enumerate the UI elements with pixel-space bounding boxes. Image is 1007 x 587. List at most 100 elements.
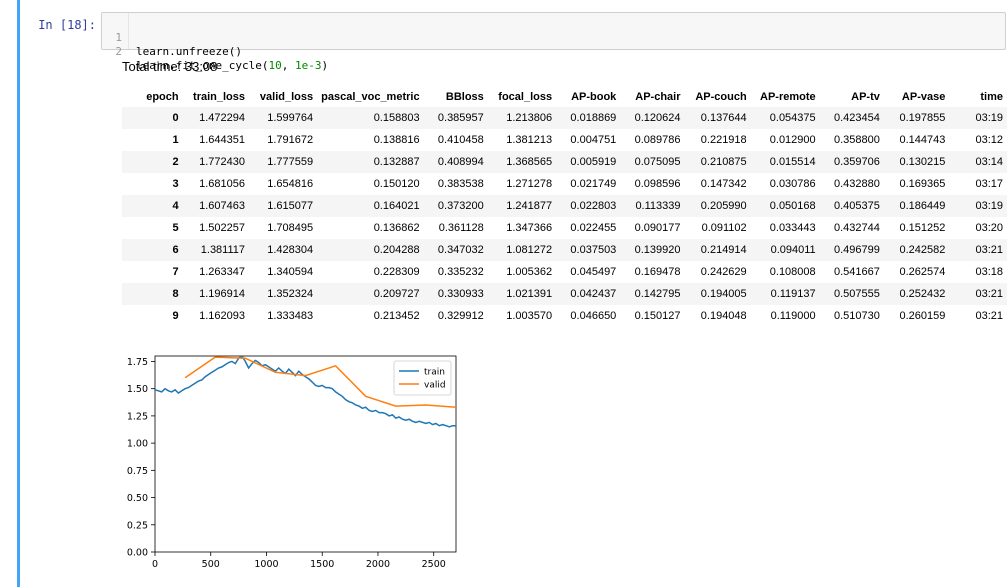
line-number: 2 (115, 45, 122, 58)
table-cell: 0.204288 (317, 239, 424, 261)
column-header: train_loss (193, 90, 246, 103)
table-cell: 1.021391 (487, 283, 557, 305)
column-header: time (980, 90, 1003, 103)
table-cell: 0.018869 (556, 107, 621, 129)
table-cell: 0.042437 (556, 283, 621, 305)
table-cell: 0.210875 (684, 151, 751, 173)
table-cell: 8 (122, 283, 183, 305)
x-tick-label: 1000 (254, 559, 278, 570)
table-cell: 2 (122, 151, 183, 173)
table-cell: 0.228309 (373, 266, 420, 278)
table-cell: 03:18 (975, 266, 1003, 278)
table-cell: 03:21 (975, 310, 1003, 322)
table-cell: 0.329912 (437, 310, 484, 322)
table-cell: 0.005919 (556, 151, 621, 173)
table-cell: 0.330933 (423, 283, 488, 305)
code-cell[interactable] (17, 0, 1007, 587)
table-cell: 1.615077 (249, 195, 318, 217)
table-cell: 0.158803 (317, 107, 424, 129)
table-cell: 1.368565 (487, 151, 557, 173)
table-cell: 0.119000 (770, 310, 816, 322)
table-cell: 0.432880 (833, 178, 880, 190)
column-header: pascal_voc_metric (321, 90, 420, 103)
code-line-1[interactable]: 1 learn.unfreeze() (102, 17, 242, 58)
line-number: 1 (115, 31, 122, 44)
table-cell: 1.003570 (506, 310, 553, 322)
x-tick-label: 1500 (310, 559, 334, 570)
table-cell: 1.708495 (267, 222, 314, 234)
table-cell: 0.075095 (620, 151, 685, 173)
table-cell: 0.045497 (570, 266, 617, 278)
code-text[interactable]: learn.unfreeze() (136, 45, 242, 58)
table-cell: 1.472294 (182, 107, 250, 129)
table-cell: 0.015514 (750, 151, 820, 173)
legend-box (393, 360, 452, 396)
table-cell: 0.209727 (317, 283, 424, 305)
table-cell: 0.022803 (556, 195, 621, 217)
table-cell: 1.241877 (487, 195, 557, 217)
table-cell: 03:17 (975, 178, 1003, 190)
table-cell: 0.138816 (373, 134, 420, 146)
table-cell: 4 (122, 195, 183, 217)
table-cell: 1.428304 (249, 239, 318, 261)
table-cell: 1.381117 (182, 239, 250, 261)
table-row: 9 1.162093 1.333483 0.213452 0.329912 1.00357… (122, 305, 1007, 327)
x-tick-label: 500 (202, 559, 220, 570)
table-cell: 0.359706 (819, 151, 884, 173)
table-cell: 1.196914 (182, 283, 250, 305)
code-number: 10 (268, 59, 282, 72)
line-number-gutter (102, 13, 129, 49)
table-cell: 0.094011 (750, 239, 820, 261)
code-paren: ) (321, 59, 329, 72)
code-number: 1e-3 (294, 59, 322, 72)
table-cell: 0.242629 (700, 266, 747, 278)
table-cell: 03:21 (949, 283, 1007, 305)
table-cell: 0.385957 (423, 107, 488, 129)
table-cell: 6 (122, 239, 183, 261)
column-header: AP-remote (760, 90, 816, 103)
table-cell: 0.335232 (437, 266, 484, 278)
table-cell: 1.340594 (267, 266, 314, 278)
table-cell: 1.333483 (267, 310, 314, 322)
table-cell: 1.654816 (267, 178, 314, 190)
code-text[interactable]: learn.fit_one_cycle(10, 1e-3) (136, 59, 328, 73)
table-cell: 0.432744 (833, 222, 880, 234)
table-cell: 1.777559 (249, 151, 318, 173)
table-cell: 0.004751 (570, 134, 617, 146)
table-cell: 1.081272 (487, 239, 557, 261)
column-header: AP-vase (901, 90, 946, 103)
table-cell: 0.214914 (684, 239, 751, 261)
table-cell: 0.054375 (750, 107, 820, 129)
column-header: AP-couch (695, 90, 747, 103)
code-line-2[interactable]: 2 learn.fit_one_cycle(10, 1e-3) (102, 31, 328, 72)
table-cell: 03:20 (975, 222, 1003, 234)
y-tick-label: 0.25 (127, 520, 148, 531)
table-cell: 0.361128 (438, 222, 484, 234)
column-header: BBloss (445, 90, 484, 103)
table-cell: 0.262574 (899, 266, 946, 278)
x-tick-label: 2500 (422, 559, 446, 570)
table-cell: 0.164021 (317, 195, 424, 217)
table-cell: 0.510730 (833, 310, 880, 322)
table-cell: 0.137644 (684, 107, 751, 129)
table-cell: 0.021749 (570, 178, 617, 190)
table-cell: 0.373200 (423, 195, 488, 217)
legend-label: valid (424, 381, 446, 391)
table-cell: 1.162093 (199, 310, 246, 322)
y-tick-label: 0.75 (127, 466, 148, 477)
table-cell: 03:19 (949, 107, 1007, 129)
y-tick-label: 1.25 (127, 411, 148, 422)
table-cell: 0.383538 (437, 178, 484, 190)
table-cell: 0.194005 (684, 283, 751, 305)
table-cell: 1.347366 (506, 222, 553, 234)
results-table: epoch train_loss valid_loss pascal_voc_metr… (122, 86, 1007, 327)
table-cell: 0.423454 (819, 107, 884, 129)
table-cell: 0.033443 (769, 222, 816, 234)
table-cell: 1.644351 (199, 134, 246, 146)
code-editor[interactable]: 1 learn.unfreeze() 2 learn.fit_one_cycle… (101, 12, 1006, 72)
table-row: 4 1.607463 1.615077 0.164021 0.373200 1.24187… (122, 195, 1007, 217)
total-time: Total time: 33:08 (122, 59, 218, 74)
table-cell: 0.147342 (700, 178, 747, 190)
table-cell: 0.108008 (769, 266, 816, 278)
table-cell: 0.119137 (750, 283, 820, 305)
